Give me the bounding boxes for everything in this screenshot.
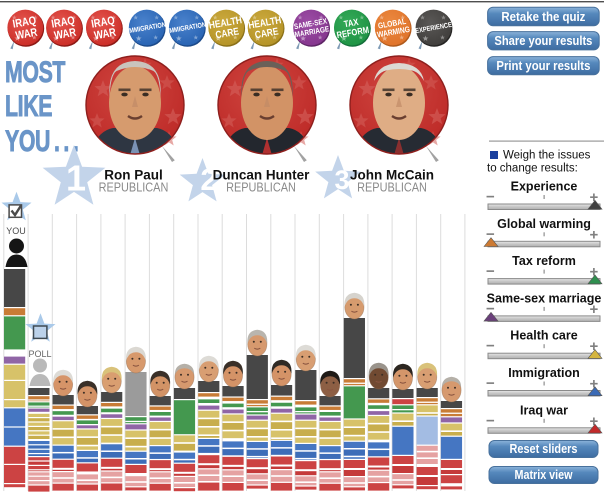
svg-text:Weigh the issues: Weigh the issues xyxy=(503,150,591,162)
svg-text:LIKE: LIKE xyxy=(5,88,52,123)
svg-text:Tax reform: Tax reform xyxy=(512,254,576,268)
svg-text:GLOBAL: GLOBAL xyxy=(377,16,407,31)
svg-text:−: − xyxy=(486,263,495,280)
svg-text:YOU . . .: YOU . . . xyxy=(5,123,78,158)
svg-text:Reset sliders: Reset sliders xyxy=(510,442,578,456)
svg-text:+: + xyxy=(590,264,599,281)
svg-text:IRAQ: IRAQ xyxy=(90,14,115,31)
svg-text:IRAQ: IRAQ xyxy=(50,14,75,31)
svg-text:1: 1 xyxy=(66,158,86,199)
svg-text:Duncan Hunter: Duncan Hunter xyxy=(213,168,311,183)
svg-text:+: + xyxy=(590,376,599,393)
svg-text:Matrix view: Matrix view xyxy=(515,468,573,482)
svg-text:WAR: WAR xyxy=(93,26,117,43)
svg-text:2: 2 xyxy=(200,162,217,197)
svg-text:WAR: WAR xyxy=(53,26,77,43)
svg-text:POLL: POLL xyxy=(28,349,51,359)
svg-text:Ron Paul: Ron Paul xyxy=(104,168,163,183)
svg-text:Experience: Experience xyxy=(511,180,578,194)
svg-text:Iraq war: Iraq war xyxy=(520,403,568,417)
svg-text:−: − xyxy=(486,189,495,206)
svg-text:3: 3 xyxy=(334,165,349,195)
svg-text:−: − xyxy=(486,412,495,429)
svg-text:Immigration: Immigration xyxy=(508,366,580,380)
svg-text:Global warming: Global warming xyxy=(497,217,591,231)
svg-text:REPUBLICAN: REPUBLICAN xyxy=(357,180,427,195)
svg-text:+: + xyxy=(590,301,599,318)
svg-text:YOU: YOU xyxy=(6,226,26,236)
svg-text:CARE: CARE xyxy=(254,26,279,41)
svg-text:+: + xyxy=(590,413,599,430)
svg-text:TAX: TAX xyxy=(343,16,360,29)
svg-text:CARE: CARE xyxy=(215,26,240,41)
svg-text:MOST: MOST xyxy=(5,54,66,89)
svg-text:+: + xyxy=(590,189,599,206)
svg-text:Share your results: Share your results xyxy=(494,33,592,48)
svg-text:Same-sex marriage: Same-sex marriage xyxy=(487,291,602,305)
svg-text:−: − xyxy=(486,226,495,243)
svg-text:WAR: WAR xyxy=(15,26,39,43)
svg-text:REPUBLICAN: REPUBLICAN xyxy=(99,180,169,195)
svg-text:−: − xyxy=(486,375,495,392)
svg-text:+: + xyxy=(590,338,599,355)
svg-text:to change results:: to change results: xyxy=(487,163,578,175)
svg-text:+: + xyxy=(590,226,599,243)
svg-text:−: − xyxy=(486,300,495,317)
svg-text:REPUBLICAN: REPUBLICAN xyxy=(226,180,296,195)
svg-text:Print your results: Print your results xyxy=(496,58,590,73)
svg-text:Retake the quiz: Retake the quiz xyxy=(501,9,585,24)
svg-text:John McCain: John McCain xyxy=(350,168,434,183)
svg-text:−: − xyxy=(486,338,495,355)
svg-text:IRAQ: IRAQ xyxy=(12,14,37,31)
svg-text:Health care: Health care xyxy=(510,329,577,343)
